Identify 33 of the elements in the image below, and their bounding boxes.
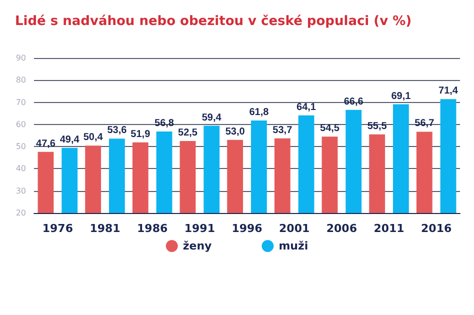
data-label: 51,9 xyxy=(130,128,151,140)
data-label: 53,7 xyxy=(272,124,293,136)
x-tick-label: 2001 xyxy=(279,222,310,235)
legend-label: ženy xyxy=(182,240,212,252)
x-tick-label: 1976 xyxy=(42,222,74,235)
legend-label: muži xyxy=(278,240,308,252)
data-label: 52,5 xyxy=(178,128,198,139)
data-label: 53,0 xyxy=(225,126,246,138)
x-tick-label: 1981 xyxy=(90,222,120,235)
data-label: 59,4 xyxy=(202,112,222,124)
data-label: 61,8 xyxy=(249,106,270,118)
data-label: 64,1 xyxy=(296,102,316,113)
y-tick-label: 90 xyxy=(16,54,26,62)
data-label: 54,5 xyxy=(320,123,340,134)
x-tick-label: 2016 xyxy=(421,222,452,235)
data-label: 49,4 xyxy=(60,134,80,146)
data-label: 53,6 xyxy=(107,125,128,136)
y-tick-label: 50 xyxy=(16,142,26,152)
y-tick-label: 40 xyxy=(16,164,26,174)
y-tick-label: 70 xyxy=(16,98,26,107)
y-tick-label: 60 xyxy=(16,120,26,129)
y-tick-label: 20 xyxy=(16,208,26,218)
x-tick-label: 1996 xyxy=(232,222,263,235)
x-tick-label: 1986 xyxy=(137,222,168,235)
x-tick-label: 2006 xyxy=(326,222,358,235)
y-tick-label: 80 xyxy=(16,76,26,85)
x-tick-label: 1991 xyxy=(184,222,215,235)
data-label: 69,1 xyxy=(391,90,412,102)
x-tick-label: 2011 xyxy=(374,222,404,235)
chart-title: Lidé s nadváhou nebo obezitou v české populaci (v %) xyxy=(15,14,412,29)
data-label: 71,4 xyxy=(438,86,458,97)
y-tick-label: 30 xyxy=(16,186,26,196)
data-label: 50,4 xyxy=(83,132,104,144)
